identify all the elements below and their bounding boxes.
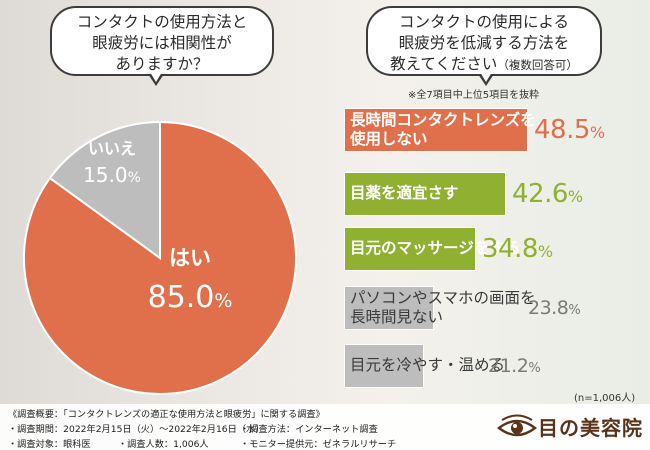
bar-label-3-line-1: 長時間見ない bbox=[350, 308, 444, 326]
bar-label-0-line-0: 長時間コンタクトレンズを bbox=[350, 111, 536, 129]
bar-label-0-line-1: 使用しない bbox=[350, 130, 428, 148]
bar-value-2: 34.8% bbox=[482, 234, 553, 264]
survey-count: ・調査人数：1,006人 bbox=[118, 439, 209, 450]
question-1-bubble: コンタクトの使用方法と 眼疲労には相関性が ありますか？ bbox=[50, 6, 274, 86]
question-2-line-3: 教えてください（複数回答可） bbox=[368, 54, 600, 76]
brand-logo: 目の美容院 bbox=[494, 408, 644, 444]
selection-note: ※全7項目中上位5項目を抜粋 bbox=[408, 90, 540, 101]
bar-label-0: 長時間コンタクトレンズを 使用しない bbox=[350, 111, 536, 149]
survey-footer: 《調査概要：「コンタクトレンズの適正な使用方法と眼疲労」に関する調査》 ・調査期… bbox=[0, 404, 650, 450]
question-1-line-2: 眼疲労には相関性が bbox=[92, 34, 232, 52]
pie-label-0: はい bbox=[169, 246, 211, 270]
bar-0 bbox=[344, 108, 528, 152]
bar-label-4: 目元を冷やす・温める bbox=[350, 356, 505, 375]
eye-icon bbox=[497, 414, 537, 437]
bar-label-3-line-0: パソコンやスマホの画面を bbox=[350, 289, 536, 307]
question-2-line-2: 眼疲労を低減する方法を bbox=[398, 34, 570, 52]
pie-value-1: 15.0% bbox=[83, 163, 141, 187]
question-1-line-3: ありますか？ bbox=[115, 55, 209, 73]
survey-provider: ・モニター提供元：ゼネラルリサーチ bbox=[240, 439, 397, 450]
survey-period: ・調査期間：2022年2月15日（火）～2022年2月16日（水） bbox=[8, 424, 265, 435]
survey-method: ・調査方法：インターネット調査 bbox=[240, 424, 378, 435]
question-2-line-3-suffix: （複数回答可） bbox=[497, 58, 578, 72]
pie-label-1: いいえ bbox=[88, 139, 136, 158]
bubble-tail bbox=[478, 72, 494, 86]
survey-overview: 《調査概要：「コンタクトレンズの適正な使用方法と眼疲労」に関する調査》 bbox=[8, 409, 325, 420]
bar-value-1: 42.6% bbox=[512, 179, 583, 209]
bar-label-3: パソコンやスマホの画面を 長時間見ない bbox=[350, 289, 536, 327]
bubble-tail bbox=[148, 72, 164, 86]
bar-value-3: 23.8% bbox=[528, 297, 581, 319]
question-2-line-3-main: 教えてください bbox=[390, 55, 498, 73]
bar-3 bbox=[344, 286, 434, 330]
bar-value-4: 21.2% bbox=[488, 355, 541, 377]
bar-label-1-line-0: 目薬を適宜さす bbox=[350, 184, 459, 202]
bar-label-2-line-0: 目元のマッサージをする bbox=[350, 239, 521, 257]
bar-2 bbox=[344, 227, 476, 271]
pie-slice-1 bbox=[48, 120, 161, 260]
question-2-bubble: コンタクトの使用による 眼疲労を低減する方法を 教えてください（複数回答可） bbox=[366, 6, 602, 86]
question-2-line-1: コンタクトの使用による bbox=[398, 13, 570, 31]
bar-value-0: 48.5% bbox=[534, 115, 605, 145]
bar-label-2: 目元のマッサージをする bbox=[350, 239, 520, 258]
bar-label-1: 目薬を適宜さす bbox=[350, 184, 459, 203]
sample-size: (n=1,006人) bbox=[574, 393, 636, 404]
bar-1 bbox=[344, 172, 506, 216]
pie-value-0: 85.0% bbox=[148, 280, 233, 315]
bar-4 bbox=[344, 344, 424, 388]
logo-text: 目の美容院 bbox=[538, 416, 643, 440]
pie-chart: はい 85.0% いいえ 15.0% bbox=[23, 120, 297, 395]
question-1-line-1: コンタクトの使用方法と bbox=[76, 13, 248, 31]
bar-label-4-line-0: 目元を冷やす・温める bbox=[350, 356, 506, 374]
survey-target: ・調査対象：眼科医 bbox=[8, 439, 91, 450]
